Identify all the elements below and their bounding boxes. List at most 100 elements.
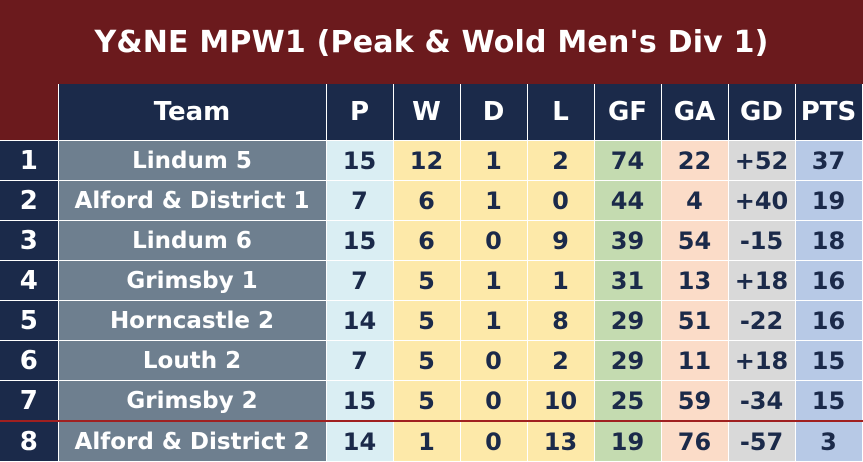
goals-against-cell: 11: [660, 340, 729, 381]
goals-for-cell: 39: [593, 220, 662, 261]
header-goal-difference: GD: [727, 84, 796, 141]
drawn-cell: 1: [459, 260, 528, 301]
rank-cell: 6: [0, 340, 59, 381]
lost-cell: 0: [526, 180, 595, 221]
header-points: PTS: [794, 84, 863, 141]
goal-difference-cell: +40: [727, 180, 796, 221]
team-name-cell: Grimsby 1: [57, 260, 327, 301]
table-row: 6 Louth 2 7 5 0 2 29 11 +18 15: [0, 340, 863, 381]
lost-cell: 13: [526, 420, 595, 462]
lost-cell: 2: [526, 340, 595, 381]
points-cell: 18: [794, 220, 863, 261]
goals-for-cell: 74: [593, 140, 662, 181]
rank-cell: 7: [0, 380, 59, 422]
team-name-cell: Horncastle 2: [57, 300, 327, 341]
drawn-cell: 0: [459, 340, 528, 381]
goal-difference-cell: +18: [727, 260, 796, 301]
goal-difference-cell: -15: [727, 220, 796, 261]
points-cell: 15: [794, 340, 863, 381]
goals-for-cell: 44: [593, 180, 662, 221]
header-goals-against: GA: [660, 84, 729, 141]
header-drawn: D: [459, 84, 528, 141]
team-name-cell: Alford & District 2: [57, 420, 327, 462]
team-name-cell: Lindum 5: [57, 140, 327, 181]
team-name-cell: Lindum 6: [57, 220, 327, 261]
header-lost: L: [526, 84, 595, 141]
lost-cell: 1: [526, 260, 595, 301]
drawn-cell: 1: [459, 140, 528, 181]
drawn-cell: 0: [459, 380, 528, 422]
table-row: 3 Lindum 6 15 6 0 9 39 54 -15 18: [0, 220, 863, 261]
header-won: W: [392, 84, 461, 141]
table-row: 2 Alford & District 1 7 6 1 0 44 4 +40 19: [0, 180, 863, 221]
goal-difference-cell: -57: [727, 420, 796, 462]
header-played: P: [325, 84, 394, 141]
played-cell: 14: [325, 420, 394, 462]
rank-cell: 5: [0, 300, 59, 341]
drawn-cell: 1: [459, 180, 528, 221]
drawn-cell: 0: [459, 420, 528, 462]
goal-difference-cell: -34: [727, 380, 796, 422]
goals-against-cell: 59: [660, 380, 729, 422]
lost-cell: 8: [526, 300, 595, 341]
played-cell: 7: [325, 260, 394, 301]
played-cell: 15: [325, 380, 394, 422]
goals-for-cell: 25: [593, 380, 662, 422]
rank-cell: 2: [0, 180, 59, 221]
won-cell: 5: [392, 380, 461, 422]
team-name-cell: Alford & District 1: [57, 180, 327, 221]
goals-for-cell: 31: [593, 260, 662, 301]
goals-for-cell: 29: [593, 340, 662, 381]
header-row: Team P W D L GF GA GD PTS: [0, 84, 863, 141]
header-corner: [0, 84, 58, 141]
drawn-cell: 1: [459, 300, 528, 341]
played-cell: 14: [325, 300, 394, 341]
goal-difference-cell: +52: [727, 140, 796, 181]
won-cell: 1: [392, 420, 461, 462]
team-name-cell: Louth 2: [57, 340, 327, 381]
played-cell: 15: [325, 140, 394, 181]
won-cell: 5: [392, 340, 461, 381]
rank-cell: 4: [0, 260, 59, 301]
points-cell: 3: [794, 420, 863, 462]
goal-difference-cell: -22: [727, 300, 796, 341]
goals-against-cell: 4: [660, 180, 729, 221]
won-cell: 12: [392, 140, 461, 181]
points-cell: 16: [794, 260, 863, 301]
rank-cell: 1: [0, 140, 59, 181]
header-goals-for: GF: [593, 84, 662, 141]
team-name-cell: Grimsby 2: [57, 380, 327, 422]
goals-against-cell: 51: [660, 300, 729, 341]
league-table: Team P W D L GF GA GD PTS 1 Lindum 5 15 12 1…: [0, 84, 863, 462]
played-cell: 7: [325, 180, 394, 221]
points-cell: 19: [794, 180, 863, 221]
won-cell: 6: [392, 220, 461, 261]
goals-against-cell: 54: [660, 220, 729, 261]
table-row: 4 Grimsby 1 7 5 1 1 31 13 +18 16: [0, 260, 863, 301]
header-team: Team: [57, 84, 327, 141]
goals-against-cell: 13: [660, 260, 729, 301]
lost-cell: 10: [526, 380, 595, 422]
won-cell: 5: [392, 300, 461, 341]
won-cell: 5: [392, 260, 461, 301]
table-row: 5 Horncastle 2 14 5 1 8 29 51 -22 16: [0, 300, 863, 341]
drawn-cell: 0: [459, 220, 528, 261]
points-cell: 15: [794, 380, 863, 422]
goal-difference-cell: +18: [727, 340, 796, 381]
rank-cell: 8: [0, 420, 59, 462]
lost-cell: 2: [526, 140, 595, 181]
lost-cell: 9: [526, 220, 595, 261]
rank-cell: 3: [0, 220, 59, 261]
table-title: Y&NE MPW1 (Peak & Wold Men's Div 1): [94, 24, 769, 60]
goals-for-cell: 19: [593, 420, 662, 462]
points-cell: 37: [794, 140, 863, 181]
table-row: 8 Alford & District 2 14 1 0 13 19 76 -57 3: [0, 420, 863, 462]
goals-against-cell: 76: [660, 420, 729, 462]
table-row: 1 Lindum 5 15 12 1 2 74 22 +52 37: [0, 140, 863, 181]
played-cell: 7: [325, 340, 394, 381]
points-cell: 16: [794, 300, 863, 341]
played-cell: 15: [325, 220, 394, 261]
won-cell: 6: [392, 180, 461, 221]
table-row: 7 Grimsby 2 15 5 0 10 25 59 -34 15: [0, 380, 863, 422]
